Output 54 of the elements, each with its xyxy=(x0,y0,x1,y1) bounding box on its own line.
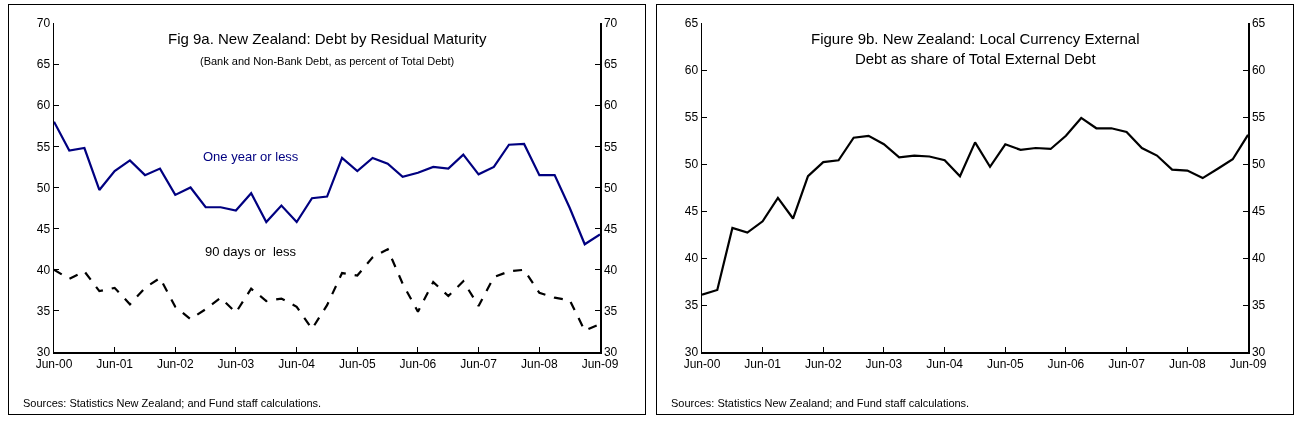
y2-tick-label: 65 xyxy=(603,57,618,72)
y2-tick-label: 65 xyxy=(1251,16,1266,31)
y2-tick-label: 40 xyxy=(1251,251,1266,266)
text: Fig 9a. New Zealand: Debt by Residual Maturity xyxy=(168,30,487,47)
x-tick-label: Jun-07 xyxy=(1108,356,1146,371)
y2-tick-label: 45 xyxy=(603,221,618,236)
y-tick-label: 45 xyxy=(684,204,699,219)
y-tick-label: 55 xyxy=(36,139,51,154)
y-tick-label: 40 xyxy=(684,251,699,266)
x-tick-label: Jun-08 xyxy=(1169,356,1207,371)
y2-tick-label: 60 xyxy=(1251,63,1266,78)
y-tick-label: 60 xyxy=(684,63,699,78)
text: Figure 9b. New Zealand: Local Currency External Debt as share of Total External Debt xyxy=(811,30,1140,67)
y-tick-label: 60 xyxy=(36,98,51,113)
source-note: Sources: Statistics New Zealand; and Fund staff calculations. xyxy=(23,397,322,409)
y2-tick-label: 35 xyxy=(1251,298,1266,313)
x-tick-label: Jun-07 xyxy=(460,356,498,371)
x-tick-label: Jun-01 xyxy=(96,356,134,371)
y2-tick-label: 50 xyxy=(1251,157,1266,172)
x-tick-label: Jun-02 xyxy=(156,356,194,371)
x-tick-label: Jun-03 xyxy=(865,356,903,371)
y-tick-label: 40 xyxy=(36,262,51,277)
y-tick-label: 35 xyxy=(36,304,51,319)
y2-tick-label: 60 xyxy=(603,98,618,113)
x-tick-label: Jun-03 xyxy=(217,356,255,371)
x-tick-label: Jun-01 xyxy=(744,356,782,371)
x-tick-label: Jun-06 xyxy=(399,356,437,371)
y-tick-label: 70 xyxy=(36,16,51,31)
y2-tick-label: 45 xyxy=(1251,204,1266,219)
y-tick-label: 55 xyxy=(684,110,699,125)
x-tick-label: Jun-05 xyxy=(338,356,376,371)
y2-tick-label: 50 xyxy=(603,180,618,195)
y-tick-label: 50 xyxy=(36,180,51,195)
y2-tick-label: 35 xyxy=(603,304,618,319)
line-series xyxy=(54,120,600,246)
y2-tick-label: 40 xyxy=(603,262,618,277)
y-tick-label: 65 xyxy=(36,57,51,72)
y2-tick-label: 70 xyxy=(603,16,618,31)
y-tick-label: 65 xyxy=(684,16,699,31)
y-tick-label: 35 xyxy=(684,298,699,313)
y-tick-label: 50 xyxy=(684,157,699,172)
x-tick-label: Jun-06 xyxy=(1047,356,1085,371)
x-tick-label: Jun-08 xyxy=(521,356,559,371)
x-tick-label: Jun-02 xyxy=(804,356,842,371)
text: 90 days or less xyxy=(205,244,297,259)
text: One year or less xyxy=(203,149,299,164)
x-tick-label: Jun-05 xyxy=(986,356,1024,371)
y2-tick-label: 55 xyxy=(1251,110,1266,125)
y2-tick-label: 55 xyxy=(603,139,618,154)
source-note: Sources: Statistics New Zealand; and Fund staff calculations. xyxy=(671,397,970,409)
x-tick-label: Jun-04 xyxy=(278,356,316,371)
text: (Bank and Non-Bank Debt, as percent of Total Debt) xyxy=(200,55,455,67)
y-tick-label: 45 xyxy=(36,221,51,236)
x-tick-label: Jun-04 xyxy=(926,356,964,371)
